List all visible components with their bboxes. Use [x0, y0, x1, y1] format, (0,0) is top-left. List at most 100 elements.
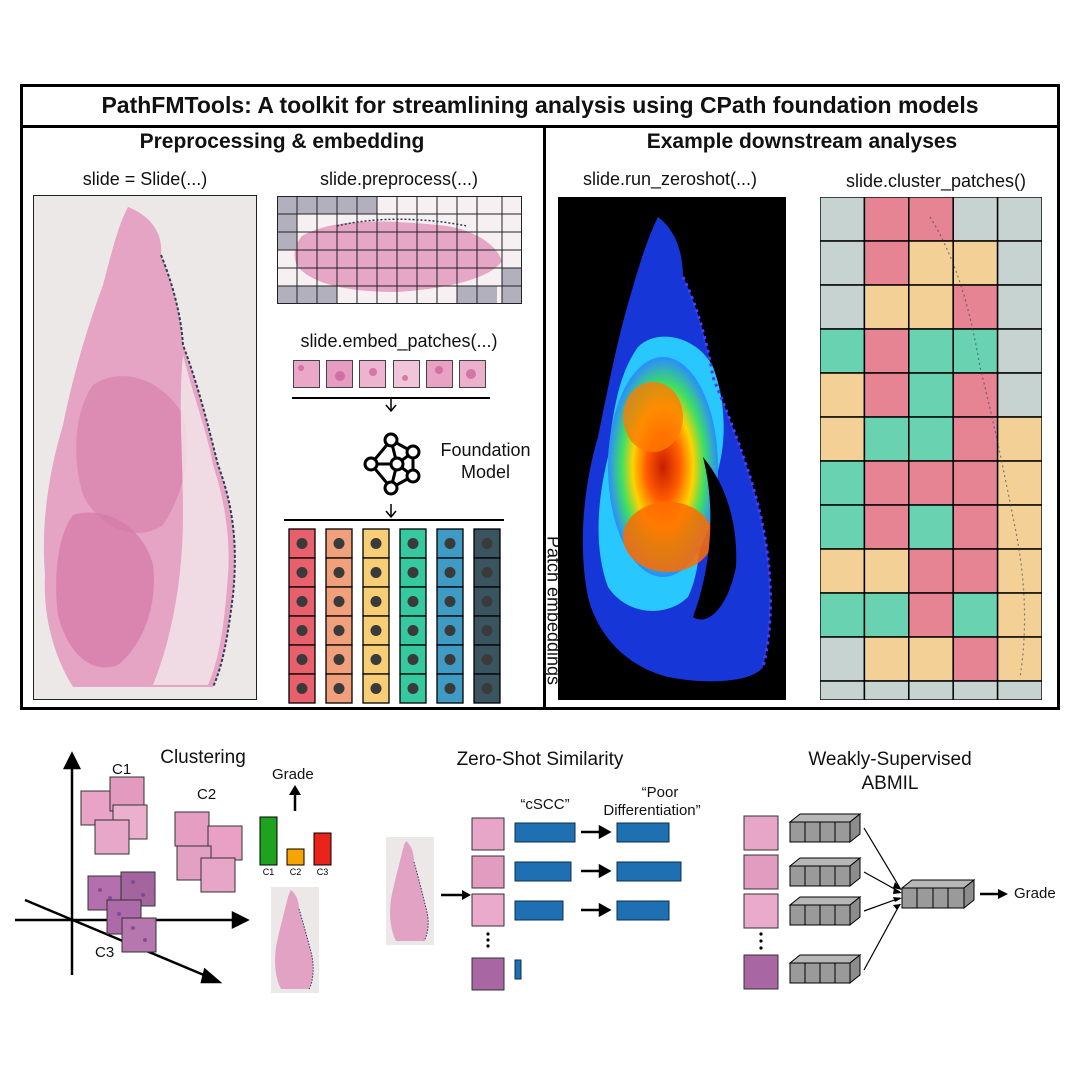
embedding-dot [333, 567, 345, 578]
cluster-c3-label: C3 [95, 944, 115, 961]
embed-flow-arrows [292, 397, 490, 519]
embedding-dot [370, 683, 382, 694]
cluster-cell [952, 504, 999, 550]
foundation-model-label: Foundation Model [440, 440, 531, 482]
embedding-column [399, 528, 427, 704]
embedding-dot [407, 596, 419, 607]
cluster-c1-label: C1 [112, 761, 132, 778]
cluster-cell [863, 592, 910, 638]
cluster-cell [820, 284, 866, 330]
embedding-dot [407, 683, 419, 694]
cluster-cell [863, 328, 910, 374]
embedding-dot [444, 567, 456, 578]
cluster-cell [820, 504, 866, 550]
embedding-dot [444, 683, 456, 694]
cluster-cell [952, 460, 999, 506]
embedding-dot [296, 683, 308, 694]
embedding-dot [444, 654, 456, 665]
embedding-dot [481, 683, 493, 694]
embedding-dot [481, 596, 493, 607]
panel-divider [543, 125, 546, 710]
embedding-dot [370, 538, 382, 549]
embedding-dot [407, 538, 419, 549]
cluster-cell [908, 460, 954, 506]
cluster-3d-axes [15, 751, 250, 984]
embedding-dot [333, 596, 345, 607]
cluster-cell [863, 416, 910, 462]
grade-bar-chart: C1 C2 C3 [259, 785, 332, 877]
grade-bar [286, 848, 305, 866]
embedding-cell [362, 644, 390, 675]
header-divider [20, 125, 1060, 128]
cluster-cell [996, 636, 1042, 682]
embedding-dot [296, 538, 308, 549]
right-panel-title: Example downstream analyses [646, 130, 958, 153]
embedding-dot [444, 596, 456, 607]
cluster-cell [908, 284, 954, 330]
cluster-cell [908, 504, 954, 550]
grade-bar [313, 832, 332, 866]
embedding-dot [481, 538, 493, 549]
cluster-cell [820, 636, 866, 682]
cluster-cell [996, 548, 1042, 594]
left-panel-title: Preprocessing & embedding [139, 130, 425, 153]
grade-axis-label: Grade [272, 766, 314, 783]
abmil-diagram [743, 812, 1008, 990]
cluster-cell [820, 592, 866, 638]
embedding-dot [370, 654, 382, 665]
cluster-cell [908, 636, 954, 682]
cluster-cell [996, 197, 1042, 242]
embedding-column [362, 528, 390, 704]
patch-embeddings [284, 519, 504, 704]
cluster-cell [952, 636, 999, 682]
cluster-cell [952, 680, 999, 700]
embedding-column [325, 528, 353, 704]
clustering-slide-thumbnail [271, 887, 319, 993]
embedding-dot [333, 538, 345, 549]
cluster-cell [908, 328, 954, 374]
cluster-cell [996, 592, 1042, 638]
cluster-cell [996, 680, 1042, 700]
cluster-cell [996, 460, 1042, 506]
cluster-cell [908, 592, 954, 638]
cluster-cell [820, 197, 866, 242]
cluster-cell [952, 592, 999, 638]
embedding-column [436, 528, 464, 704]
cluster-cell [952, 284, 999, 330]
grade-bar-label: C3 [317, 867, 329, 877]
embedding-dot [481, 625, 493, 636]
cluster-cell [952, 548, 999, 594]
whole-slide-image [33, 195, 257, 700]
cluster-cell [820, 680, 866, 700]
page-title: PathFMTools: A toolkit for streamlining … [101, 92, 979, 118]
embedding-dot [333, 683, 345, 694]
cluster-cell [820, 372, 866, 418]
cluster-cell [863, 548, 910, 594]
embedding-dot [296, 567, 308, 578]
cluster-cell [820, 416, 866, 462]
cluster-cell [908, 680, 954, 700]
cluster-cell [863, 240, 910, 286]
preprocess-tile-grid [277, 196, 522, 304]
grade-bar-label: C2 [290, 867, 302, 877]
cluster-cell [996, 284, 1042, 330]
embedding-dot [407, 567, 419, 578]
cluster-cell [908, 197, 954, 242]
cluster-cell [863, 504, 910, 550]
zeroshot-diagram [386, 817, 682, 991]
main-frame [20, 84, 1060, 710]
zeroshot-heatmap [558, 197, 786, 700]
cluster-cell [863, 680, 910, 700]
prompt-cscc-label: “cSCC” [520, 796, 570, 813]
embedding-dot [370, 625, 382, 636]
cluster-cell [996, 328, 1042, 374]
slide-code-label: slide = Slide(...) [82, 169, 208, 189]
cluster-cell [952, 416, 999, 462]
cluster-cell [908, 372, 954, 418]
cluster-cell [996, 372, 1042, 418]
cluster-cell [952, 240, 999, 286]
embedding-dot [296, 596, 308, 607]
abmil-output-label: Grade [1014, 885, 1056, 902]
grade-bar-label: C1 [263, 867, 275, 877]
cluster-cell [952, 372, 999, 418]
